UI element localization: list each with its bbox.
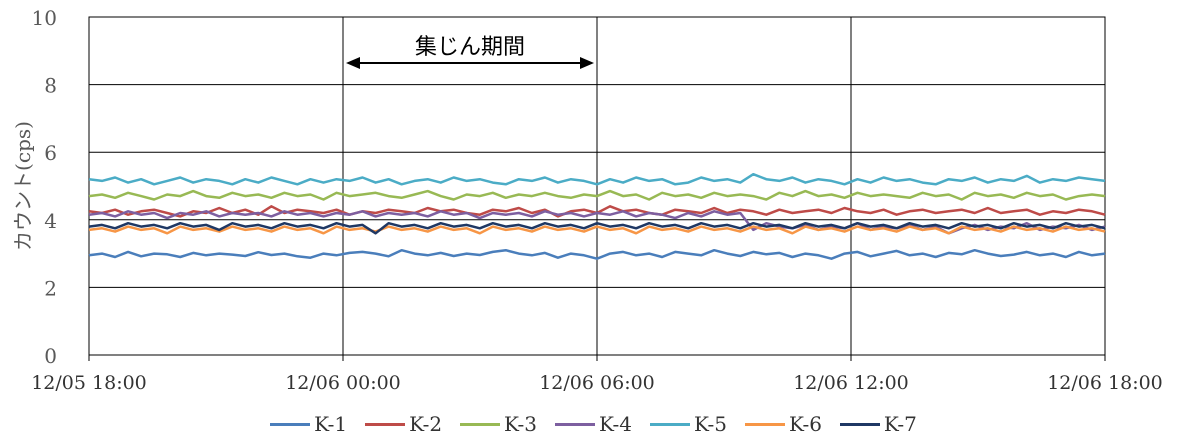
x-tick-label: 12/06 06:00	[539, 372, 655, 394]
legend-item: K-4	[555, 412, 632, 436]
x-tick-label: 12/06 00:00	[285, 372, 401, 394]
legend-swatch	[555, 422, 596, 426]
legend-swatch	[270, 422, 311, 426]
y-tick-label: 10	[32, 6, 57, 30]
annotation-arrowhead-left	[346, 57, 360, 69]
legend-item: K-7	[839, 412, 917, 436]
y-tick-label: 2	[44, 276, 57, 300]
series-line-k-1	[88, 248, 1106, 260]
x-tick-label: 12/06 18:00	[1047, 372, 1163, 394]
legend-label: K-7	[883, 412, 917, 436]
series-line-k-7	[88, 221, 1106, 235]
legend-item: K-5	[649, 412, 727, 436]
legend-swatch	[839, 422, 880, 426]
annotation-arrowhead-right	[580, 57, 594, 69]
legend-swatch	[460, 422, 501, 426]
y-tick-label: 4	[44, 209, 57, 233]
legend-item: K-6	[744, 412, 822, 436]
legend-label: K-6	[788, 412, 822, 436]
y-tick-label: 8	[44, 74, 57, 98]
legend-label: K-4	[599, 412, 632, 436]
line-chart: 0 2 4 6 8 10 12/05 18:00 12/06 00:00 12/06 06:00…	[11, 6, 1163, 394]
legend-swatch	[649, 422, 690, 426]
series-line-k-3	[88, 189, 1106, 201]
legend-label: K-2	[409, 412, 443, 436]
series-line-k-6	[88, 225, 1106, 235]
plot-area-border	[88, 16, 1106, 356]
legend-item: K-1	[270, 412, 347, 436]
chart-legend: K-1 K-2 K-3 K-4 K-5 K-6 K-7	[0, 410, 1187, 438]
x-tick-label: 12/05 18:00	[31, 372, 147, 394]
legend-label: K-5	[693, 412, 727, 436]
legend-label: K-1	[314, 412, 348, 436]
annotation-label: 集じん期間	[415, 35, 525, 60]
legend-item: K-3	[460, 412, 537, 436]
x-tick-label: 12/06 12:00	[793, 372, 909, 394]
legend-swatch	[744, 422, 785, 426]
legend-item: K-2	[365, 412, 442, 436]
y-tick-label: 0	[44, 344, 57, 368]
y-axis-label: カウント(cps)	[11, 121, 35, 251]
series-line-k-4	[88, 210, 1106, 235]
y-tick-label: 6	[44, 141, 57, 165]
series-line-k-5	[88, 172, 1106, 186]
legend-swatch	[365, 422, 406, 426]
legend-label: K-3	[504, 412, 538, 436]
